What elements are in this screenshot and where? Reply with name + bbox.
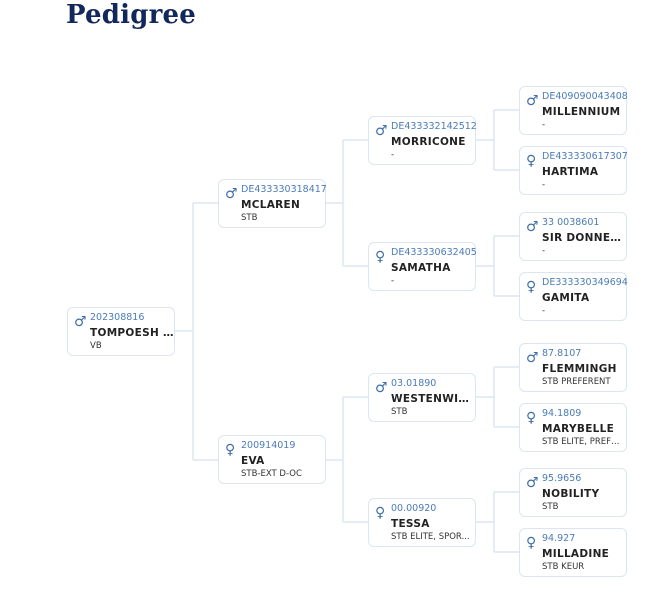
horse-id: DE433332142512 xyxy=(391,121,477,132)
horse-id: 00.00920 xyxy=(391,503,437,514)
horse-card-dds[interactable]: ♂ 95.9656 NOBILITY STB xyxy=(519,468,627,517)
horse-name: EVA xyxy=(241,455,265,467)
horse-studbook: STB xyxy=(542,502,559,512)
horse-id: 95.9656 xyxy=(542,473,582,484)
horse-card-root[interactable]: ♂ 202308816 TOMPOESH ... VB xyxy=(67,307,175,356)
connector-dd xyxy=(476,491,519,553)
horse-name: SAMATHA xyxy=(391,262,451,274)
horse-studbook: STB-EXT D-OC xyxy=(241,469,302,479)
female-icon: ♀ xyxy=(526,410,537,426)
female-icon: ♀ xyxy=(375,249,386,265)
connector-ds xyxy=(476,366,519,428)
horse-id: 87.8107 xyxy=(542,348,582,359)
horse-name: SIR DONNER... xyxy=(542,232,626,244)
horse-card-dam[interactable]: ♀ 200914019 EVA STB-EXT D-OC xyxy=(218,435,326,484)
horse-id: 94.1809 xyxy=(542,408,582,419)
horse-card-sds[interactable]: ♂ 33 0038601 SIR DONNER... - xyxy=(519,212,627,261)
male-icon: ♂ xyxy=(526,93,539,109)
male-icon: ♂ xyxy=(526,219,539,235)
male-icon: ♂ xyxy=(375,380,388,396)
female-icon: ♀ xyxy=(526,279,537,295)
male-icon: ♂ xyxy=(225,186,238,202)
horse-name: GAMITA xyxy=(542,292,590,304)
horse-studbook: STB ELITE, SPOR... xyxy=(391,532,470,542)
horse-card-dss[interactable]: ♂ 87.8107 FLEMMINGH STB PREFERENT xyxy=(519,343,627,392)
connector-sd xyxy=(476,235,519,297)
horse-studbook: STB KEUR xyxy=(542,562,585,572)
horse-card-sire[interactable]: ♂ DE433330318417 MCLAREN STB xyxy=(218,179,327,228)
horse-card-ddd[interactable]: ♀ 94.927 MILLADINE STB KEUR xyxy=(519,528,627,577)
horse-card-ss[interactable]: ♂ DE433332142512 MORRICONE - xyxy=(368,116,477,165)
horse-id: 03.01890 xyxy=(391,378,437,389)
horse-name: HARTIMA xyxy=(542,166,599,178)
connector-sire xyxy=(325,139,368,267)
male-icon: ♂ xyxy=(526,350,539,366)
female-icon: ♀ xyxy=(225,442,236,458)
horse-name: TESSA xyxy=(391,518,430,530)
horse-id: 200914019 xyxy=(241,440,296,451)
horse-studbook: - xyxy=(391,150,395,160)
male-icon: ♂ xyxy=(74,314,87,330)
horse-name: MORRICONE xyxy=(391,136,466,148)
male-icon: ♂ xyxy=(526,475,539,491)
connector-ss xyxy=(476,109,519,171)
horse-id: 33 0038601 xyxy=(542,217,600,228)
horse-studbook: STB xyxy=(391,407,408,417)
horse-card-dd[interactable]: ♀ 00.00920 TESSA STB ELITE, SPOR... xyxy=(368,498,476,547)
horse-id: 94.927 xyxy=(542,533,576,544)
horse-name: MARYBELLE xyxy=(542,423,615,435)
horse-name: FLEMMINGH xyxy=(542,363,617,375)
horse-name: TOMPOESH ... xyxy=(90,327,174,339)
horse-id: DE333330349694 xyxy=(542,277,628,288)
horse-studbook: - xyxy=(391,276,395,286)
horse-studbook: VB xyxy=(90,341,102,351)
horse-name: NOBILITY xyxy=(542,488,600,500)
page-title: Pedigree xyxy=(66,0,197,30)
connector-dam xyxy=(325,396,368,523)
female-icon: ♀ xyxy=(526,535,537,551)
horse-id: DE409090043408 xyxy=(542,91,628,102)
horse-id: DE433330632405 xyxy=(391,247,477,258)
horse-id: DE433330318417 xyxy=(241,184,327,195)
horse-studbook: - xyxy=(542,180,546,190)
horse-name: MILLADINE xyxy=(542,548,610,560)
male-icon: ♂ xyxy=(375,123,388,139)
horse-studbook: - xyxy=(542,306,546,316)
horse-studbook: - xyxy=(542,120,546,130)
female-icon: ♀ xyxy=(375,505,386,521)
horse-card-sss[interactable]: ♂ DE409090043408 MILLENNIUM - xyxy=(519,86,628,135)
horse-studbook: STB PREFERENT xyxy=(542,377,611,387)
horse-id: 202308816 xyxy=(90,312,145,323)
horse-name: WESTENWIND xyxy=(391,393,475,405)
horse-card-sd[interactable]: ♀ DE433330632405 SAMATHA - xyxy=(368,242,477,291)
female-icon: ♀ xyxy=(526,153,537,169)
horse-card-dsd[interactable]: ♀ 94.1809 MARYBELLE STB ELITE, PREFE... xyxy=(519,403,627,452)
connector-root xyxy=(175,202,218,461)
horse-card-ssd[interactable]: ♀ DE433330617307 HARTIMA - xyxy=(519,146,628,195)
horse-name: MILLENNIUM xyxy=(542,106,621,118)
horse-card-sdd[interactable]: ♀ DE333330349694 GAMITA - xyxy=(519,272,628,321)
horse-studbook: - xyxy=(542,246,546,256)
horse-card-ds[interactable]: ♂ 03.01890 WESTENWIND STB xyxy=(368,373,476,422)
horse-name: MCLAREN xyxy=(241,199,301,211)
horse-studbook: STB ELITE, PREFE... xyxy=(542,437,624,447)
horse-studbook: STB xyxy=(241,213,258,223)
horse-id: DE433330617307 xyxy=(542,151,628,162)
